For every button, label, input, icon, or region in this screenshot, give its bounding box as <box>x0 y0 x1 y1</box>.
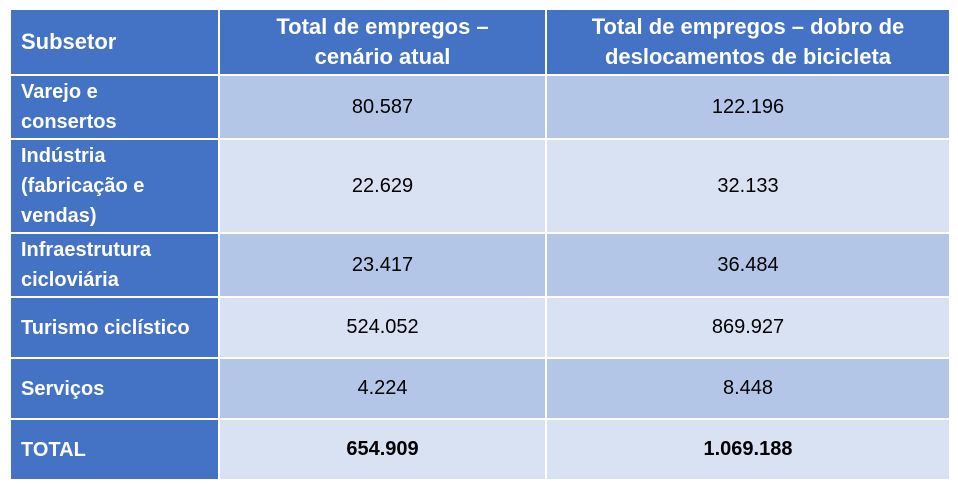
table-header-row: Subsetor Total de empregos – cenário atu… <box>9 8 951 76</box>
row-label-industria: Indústria (fabricação e vendas) <box>9 138 220 234</box>
cell-dobro-infraestrutura: 36.484 <box>545 232 951 298</box>
cell-atual-infraestrutura: 23.417 <box>218 232 547 298</box>
cell-atual-industria: 22.629 <box>218 138 547 234</box>
row-label-line: Varejo e <box>21 81 98 103</box>
row-label-line: cicloviária <box>21 269 119 291</box>
table-total-row: TOTAL 654.909 1.069.188 <box>9 418 951 481</box>
employment-table-container: Subsetor Total de empregos – cenário atu… <box>9 8 951 481</box>
employment-table: Subsetor Total de empregos – cenário atu… <box>9 8 951 481</box>
header-cenario-atual: Total de empregos – cenário atual <box>218 8 547 76</box>
row-label-line: consertos <box>21 111 117 133</box>
header-dobro-bicicleta: Total de empregos – dobro de deslocament… <box>545 8 951 76</box>
row-label-turismo: Turismo ciclístico <box>9 296 220 359</box>
cell-atual-varejo: 80.587 <box>218 74 547 140</box>
table-row: Indústria (fabricação e vendas) 22.629 3… <box>9 138 951 234</box>
row-label-line: Turismo ciclístico <box>21 316 190 339</box>
row-label-varejo: Varejo e consertos <box>9 74 220 140</box>
row-label-infraestrutura: Infraestrutura cicloviária <box>9 232 220 298</box>
row-label-line: Infraestrutura <box>21 239 152 261</box>
cell-dobro-turismo: 869.927 <box>545 296 951 359</box>
cell-dobro-varejo: 122.196 <box>545 74 951 140</box>
header-subsetor: Subsetor <box>9 8 220 76</box>
cell-dobro-industria: 32.133 <box>545 138 951 234</box>
cell-atual-turismo: 524.052 <box>218 296 547 359</box>
header-cenario-atual-line1: Total de empregos – <box>276 14 489 39</box>
header-cenario-atual-line2: cenário atual <box>314 44 451 69</box>
cell-atual-servicos: 4.224 <box>218 357 547 420</box>
cell-dobro-total: 1.069.188 <box>545 418 951 481</box>
table-row: Varejo e consertos 80.587 122.196 <box>9 74 951 140</box>
row-label-line: vendas) <box>21 205 97 227</box>
row-label-line: (fabricação e <box>21 175 145 197</box>
row-label-servicos: Serviços <box>9 357 220 420</box>
table-row: Serviços 4.224 8.448 <box>9 357 951 420</box>
row-label-line: Serviços <box>21 377 105 400</box>
table-row: Infraestrutura cicloviária 23.417 36.484 <box>9 232 951 298</box>
row-label-total: TOTAL <box>9 418 220 481</box>
cell-atual-total: 654.909 <box>218 418 547 481</box>
table-row: Turismo ciclístico 524.052 869.927 <box>9 296 951 359</box>
row-label-line: Indústria <box>21 145 106 167</box>
header-dobro-bicicleta-line1: Total de empregos – dobro de <box>591 14 905 39</box>
cell-dobro-servicos: 8.448 <box>545 357 951 420</box>
header-dobro-bicicleta-line2: deslocamentos de bicicleta <box>604 44 892 69</box>
